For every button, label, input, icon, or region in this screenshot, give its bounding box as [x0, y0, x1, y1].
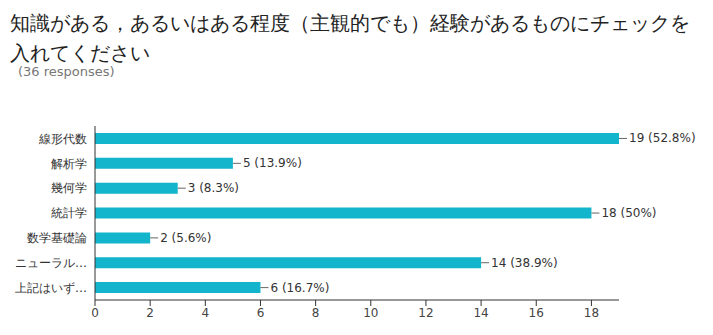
svg-text:線形代数: 線形代数 — [38, 132, 87, 146]
html-text:知識がある，あるいはある程度（主観的でも）経験があるものにチ: 知識がある，あるいはある程度（主観的でも）経験があるものにチェックを入れてくださ… — [10, 11, 690, 65]
html-text:(36 responses): (36 responses) — [18, 64, 115, 79]
svg-text:2: 2 — [146, 306, 154, 320]
svg-text:ニューラル…: ニューラル… — [15, 256, 87, 270]
svg-text:上記はいず…: 上記はいず… — [15, 281, 87, 295]
svg-text:14 (38.9%): 14 (38.9%) — [491, 256, 558, 270]
svg-text:18 (50%): 18 (50%) — [601, 206, 656, 220]
svg-text:19 (52.8%): 19 (52.8%) — [629, 131, 696, 145]
svg-text:16: 16 — [529, 306, 544, 320]
svg-text:0: 0 — [91, 306, 99, 320]
svg-text:18: 18 — [584, 306, 599, 320]
svg-text:6: 6 — [257, 306, 265, 320]
svg-text:14: 14 — [473, 306, 488, 320]
svg-text:10: 10 — [363, 306, 378, 320]
svg-text:2 (5.6%): 2 (5.6%) — [160, 231, 211, 245]
svg-text:解析学: 解析学 — [51, 157, 87, 171]
svg-text:5 (13.9%): 5 (13.9%) — [243, 156, 302, 170]
svg-text:数学基礎論: 数学基礎論 — [27, 231, 87, 245]
svg-text:4: 4 — [201, 306, 209, 320]
svg-text:8: 8 — [312, 306, 320, 320]
svg-text:6 (16.7%): 6 (16.7%) — [270, 281, 329, 295]
svg-text:3 (8.3%): 3 (8.3%) — [188, 181, 239, 195]
svg-text:統計学: 統計学 — [51, 206, 87, 220]
svg-text:幾何学: 幾何学 — [51, 181, 87, 195]
svg-text:12: 12 — [418, 306, 433, 320]
